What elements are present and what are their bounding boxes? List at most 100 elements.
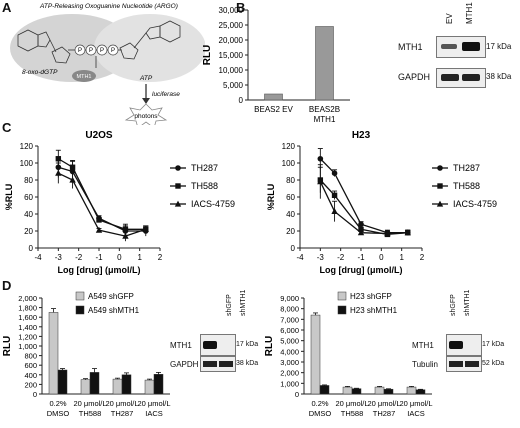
bar <box>48 312 59 395</box>
data-point <box>95 226 103 233</box>
x-tick-label: 0.2% <box>49 399 66 408</box>
x-tick-label: TH588 <box>79 409 102 418</box>
y-tick-label: 100 <box>282 159 296 168</box>
blot-dl-row-1-kda: 17 kDa <box>236 341 259 348</box>
photons-burst <box>124 103 168 125</box>
phosphate-4 <box>107 44 119 56</box>
x-tick-label: -3 <box>317 253 325 262</box>
blot-dl-band-2-1 <box>203 361 217 367</box>
argo-title: ATP-Releasing Oxoguanine Nucleotide (ARG… <box>39 3 178 10</box>
legend-label: A549 shGFP <box>88 292 134 301</box>
y-tick-label: 2,000 <box>280 369 299 378</box>
x-tick-label: 20 μmol/L <box>335 399 368 408</box>
rlu-bar-chart-b: 0 5,000 10,000 15,000 20,000 25,000 30,000 RLU B… <box>202 6 350 124</box>
bar <box>383 388 394 395</box>
phosphate-1 <box>74 44 86 56</box>
blot-dl-band-2-2 <box>219 361 233 367</box>
y-tick-label: 120 <box>282 142 296 151</box>
legend-swatch <box>337 291 347 301</box>
x-tick-label: -1 <box>357 253 365 262</box>
blot-dr-band-2-1 <box>449 361 463 367</box>
y-tick-label: 8,000 <box>280 305 299 314</box>
guanine-structure <box>17 29 71 64</box>
chart-title: H23 <box>352 130 371 141</box>
argo-diagram: ATP-Releasing Oxoguanine Nucleotide (ARG… <box>10 3 205 125</box>
y-tick-label: 20,000 <box>219 36 244 45</box>
mth1-enzyme <box>72 70 96 82</box>
x-tick-label: DMSO <box>47 409 70 418</box>
phosphate-2-label: P <box>89 48 93 54</box>
data-point <box>55 156 62 162</box>
data-point <box>122 226 129 232</box>
data-point <box>69 176 76 183</box>
x-tick-label: BEAS2B <box>309 105 340 114</box>
y-tick-label: 15,000 <box>219 51 244 60</box>
x-tick-label: 20 μmol/L <box>399 399 432 408</box>
x-tick-label: IACS <box>145 409 163 418</box>
y-tick-label: 25,000 <box>219 21 244 30</box>
y-axis-label: %RLU <box>266 184 276 211</box>
phosphate-2 <box>85 44 97 56</box>
x-tick-label: -2 <box>337 253 345 262</box>
product-bubble <box>94 14 205 82</box>
blot-dr-row-1-label: MTH1 <box>412 341 434 350</box>
bar <box>264 93 283 101</box>
legend-marker <box>437 183 443 189</box>
blot-dl-row-2-kda: 38 kDa <box>236 360 259 367</box>
x-tick-label: 20 μmol/L <box>73 399 106 408</box>
blot-dl-row-1-label: MTH1 <box>170 341 192 350</box>
blot-b-lanes: EV MTH1 <box>438 2 493 24</box>
u2os-dose-response-chart: U2OS 0 20 40 60 80 100 120 -4 -3 -2 -1 0 1 2 Log [drug]… <box>4 130 235 275</box>
y-tick-label: 40 <box>24 210 33 219</box>
x-tick-label: 1 <box>137 253 142 262</box>
x-tick-label: IACS <box>407 409 425 418</box>
panel-a-label: A <box>2 0 12 15</box>
series-line <box>58 172 146 237</box>
y-tick-label: 5,000 <box>280 337 299 346</box>
y-axis-label: %RLU <box>4 184 14 211</box>
x-tick-label: 2 <box>420 253 425 262</box>
blot-b-membrane-1 <box>436 36 486 58</box>
x-tick-label: TH287 <box>111 409 134 418</box>
bar <box>319 385 330 395</box>
data-point <box>55 169 62 176</box>
y-tick-label: 4,000 <box>280 347 299 356</box>
x-tick-label: -1 <box>95 253 103 262</box>
y-tick-label: 400 <box>24 371 37 380</box>
data-point <box>69 164 76 170</box>
x-tick-label: 20 μmol/L <box>367 399 400 408</box>
blot-dl-lane-1: shGFP <box>226 294 233 316</box>
legend-marker <box>436 200 444 207</box>
y-tick-label: 0 <box>239 96 244 105</box>
legend-label: A549 shMTH1 <box>88 306 140 315</box>
legend-label: IACS-4759 <box>191 199 235 209</box>
y-tick-label: 80 <box>286 176 295 185</box>
legend-label: TH287 <box>191 163 218 173</box>
x-tick-label: 20 μmol/L <box>137 399 170 408</box>
legend-label: TH588 <box>453 181 480 191</box>
substrate-label: 8-oxo-dGTP <box>22 69 58 76</box>
y-tick-label: 0 <box>29 244 34 253</box>
bar <box>112 378 123 395</box>
y-tick-label: 1,200 <box>18 332 37 341</box>
x-tick-label: 1 <box>399 253 404 262</box>
photons-label: photons <box>134 113 158 120</box>
blot-dr-band-1-1 <box>449 341 463 349</box>
panel-c-label: C <box>2 120 12 135</box>
y-tick-label: 1,400 <box>18 323 37 332</box>
data-point <box>358 221 364 227</box>
blot-dl-membrane-1 <box>200 334 236 356</box>
phosphate-3 <box>96 44 108 56</box>
bar <box>57 369 68 395</box>
x-tick-label: 0 <box>379 253 384 262</box>
bar <box>144 379 155 395</box>
blot-b-membrane-2 <box>436 68 486 88</box>
phosphate-3-label: P <box>100 48 104 54</box>
y-tick-label: 40 <box>286 210 295 219</box>
chart-title: U2OS <box>85 130 113 141</box>
x-tick-label: -2 <box>75 253 83 262</box>
atp-label: ATP <box>139 75 153 82</box>
phosphate-4-label: P <box>111 48 115 54</box>
y-tick-label: 5,000 <box>223 81 244 90</box>
